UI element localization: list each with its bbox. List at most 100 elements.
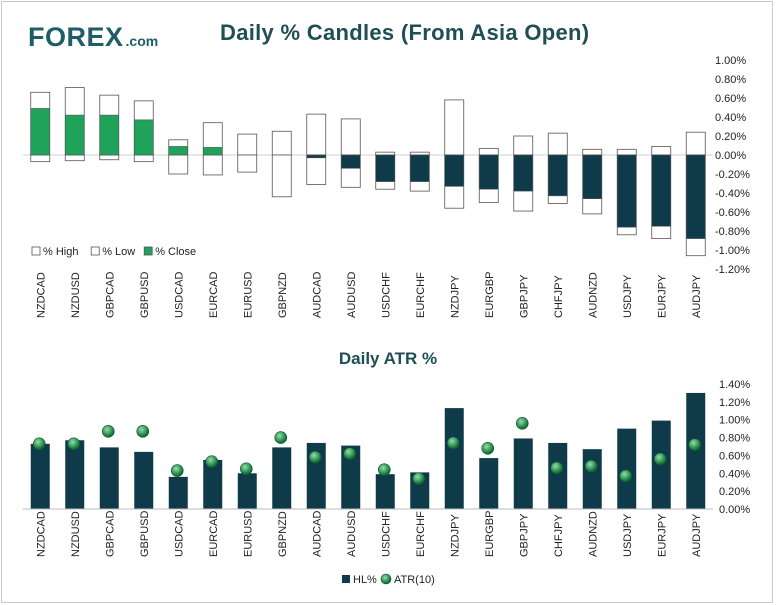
y-tick-label: 0.80% [715, 74, 746, 86]
candle-high-bar [513, 135, 534, 156]
x-category-label: USDCHF [380, 272, 392, 318]
x-category-label: CHFJPY [553, 514, 565, 557]
x-category-label: EURGBP [484, 272, 496, 318]
hl-bar [30, 443, 50, 509]
atr-dot [412, 472, 426, 485]
y-tick-label: 0.80% [719, 433, 750, 445]
hl-bar [341, 445, 361, 509]
x-category-label: AUDNZD [587, 511, 599, 557]
candle-low-bar [202, 154, 223, 176]
hl-bar [548, 442, 568, 509]
candle-high-bar [237, 133, 258, 156]
y-tick-label: 0.20% [715, 131, 746, 143]
atr-dot [446, 436, 460, 450]
x-category-label: AUDCAD [311, 510, 323, 557]
x-category-label: NZDCAD [35, 272, 47, 318]
candle-high-bar [340, 118, 361, 156]
x-category-label: USDCAD [173, 271, 185, 318]
x-category-label: NZDUSD [70, 511, 82, 557]
candle-close-bar [409, 154, 430, 182]
hl-bar [203, 459, 223, 509]
logo-suffix: .com [125, 33, 159, 49]
candle-close-bar [340, 154, 361, 169]
candle-high-bar [651, 146, 672, 156]
x-category-label: EURCAD [208, 271, 220, 318]
candle-close-bar [616, 154, 637, 228]
y-tick-label: 0.00% [719, 504, 750, 516]
x-category-label: USDJPY [622, 274, 634, 318]
y-tick-label: -0.20% [715, 169, 750, 181]
x-category-label: EURUSD [242, 271, 254, 318]
x-category-label: GBPNZD [277, 511, 289, 557]
legend-label: % Close [155, 246, 196, 258]
candle-close-bar [168, 146, 189, 156]
y-tick-label: 0.00% [715, 150, 746, 162]
y-tick-label: -1.20% [715, 264, 750, 276]
atr-dot [239, 462, 253, 476]
atr-dot [67, 437, 81, 451]
hl-bar [513, 438, 533, 509]
candles-chart-title: Daily % Candles (From Asia Open) [220, 20, 590, 45]
candle-close-bar [685, 154, 706, 239]
y-tick-label: 1.00% [719, 415, 750, 427]
atr-dot [377, 463, 391, 477]
x-category-label: GBPCAD [104, 510, 116, 557]
x-category-label: USDCHF [380, 511, 392, 557]
atr-dot [653, 452, 667, 466]
x-category-label: GBPCAD [104, 271, 116, 318]
x-category-label: CHFJPY [553, 275, 565, 318]
x-category-label: EURGBP [484, 511, 496, 557]
legend-swatch [31, 246, 41, 256]
y-tick-label: 0.60% [715, 93, 746, 105]
atr-chart-title: Daily ATR % [338, 349, 438, 368]
candle-low-bar [30, 154, 51, 163]
atr-dot [550, 461, 564, 475]
hl-bar [479, 458, 499, 509]
x-category-label: AUDCAD [311, 271, 323, 318]
x-category-label: EURCHF [415, 511, 427, 557]
atr-dot [32, 437, 46, 451]
candle-low-bar [64, 154, 85, 162]
candle-close-bar [30, 108, 51, 156]
hl-bar [65, 440, 85, 509]
legend-label: % High [43, 246, 78, 258]
x-category-label: AUDJPY [691, 274, 703, 318]
legend-swatch [90, 246, 100, 256]
atr-dot [274, 431, 288, 444]
hl-bar [237, 473, 257, 509]
candle-close-bar [133, 119, 154, 156]
candle-low-bar [168, 154, 189, 175]
x-category-label: NZDCAD [35, 511, 47, 557]
candle-high-bar [478, 147, 499, 156]
atr-dot [343, 447, 357, 460]
candle-high-bar [306, 113, 327, 156]
candle-high-bar [616, 148, 637, 156]
legend-label: ATR(10) [394, 574, 435, 586]
candle-close-bar [64, 114, 85, 156]
x-category-label: EURJPY [656, 513, 668, 557]
y-tick-label: 0.20% [719, 486, 750, 498]
legend-swatch [380, 573, 392, 585]
hl-bar [272, 447, 292, 509]
y-tick-label: 1.40% [719, 379, 750, 391]
x-category-label: USDJPY [622, 513, 634, 557]
y-tick-label: -0.60% [715, 207, 750, 219]
candle-close-bar [306, 154, 327, 159]
x-category-label: NZDJPY [449, 275, 461, 318]
candle-high-bar [271, 130, 292, 156]
y-tick-label: -0.80% [715, 226, 750, 238]
y-tick-label: 1.20% [719, 397, 750, 409]
legend-label: % Low [102, 246, 135, 258]
hl-bar [134, 451, 154, 509]
x-category-label: AUDNZD [587, 272, 599, 318]
hl-bar [582, 449, 602, 509]
x-category-label: GBPJPY [518, 513, 530, 557]
candle-low-bar [271, 154, 292, 198]
hl-bar [617, 428, 637, 509]
legend-label: HL% [353, 574, 377, 586]
candle-close-bar [99, 114, 120, 156]
candle-close-bar [651, 154, 672, 227]
x-category-label: AUDUSD [346, 271, 358, 318]
x-category-label: AUDUSD [346, 510, 358, 557]
